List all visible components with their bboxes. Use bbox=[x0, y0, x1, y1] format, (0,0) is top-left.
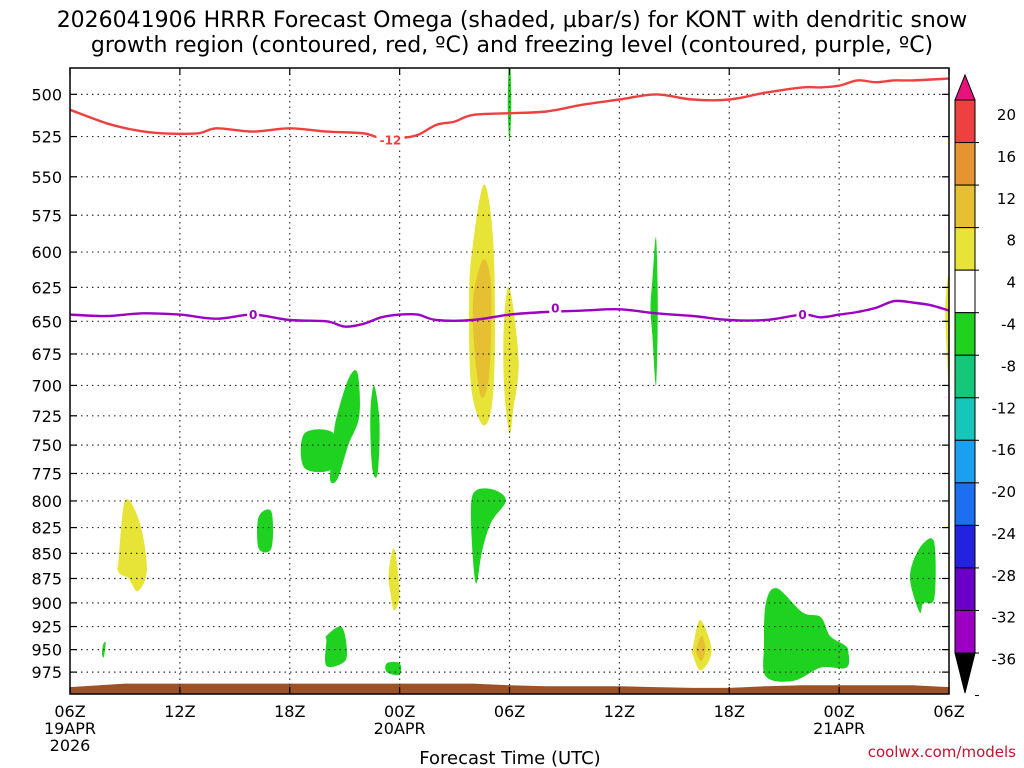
contour-label-0: -12 bbox=[380, 133, 402, 147]
contour-label-bg-0 bbox=[376, 132, 405, 147]
omega-area-13 bbox=[257, 509, 274, 553]
omega-area-2 bbox=[472, 259, 492, 398]
colorbar-label-4: 4 bbox=[1006, 274, 1016, 292]
x-tick-label-18-0: 00Z bbox=[384, 702, 415, 721]
omega-area-15 bbox=[385, 661, 402, 676]
omega-area-14 bbox=[325, 626, 348, 668]
y-tick-label-625: 625 bbox=[31, 278, 62, 297]
omega-area-0 bbox=[115, 499, 147, 592]
y-tick-label-675: 675 bbox=[31, 345, 62, 364]
plot-area: -12 0 0 0 500 525 550 575 600 625 650 675 700 725 750 7… bbox=[31, 67, 965, 755]
colorbar-box-4 bbox=[954, 269, 976, 314]
x-tick-label-42-0: 00Z bbox=[823, 702, 854, 721]
x-tick-label-18-1: 20APR bbox=[374, 719, 426, 738]
x-tick-label-0-1: 19APR bbox=[44, 719, 96, 738]
omega-area-12 bbox=[470, 488, 506, 584]
colorbar-label-9: -20 bbox=[992, 483, 1017, 501]
y-tick-label-600: 600 bbox=[31, 243, 62, 262]
x-tick-label-48-0: 06Z bbox=[933, 702, 964, 721]
omega-area-17 bbox=[650, 237, 658, 386]
y-tick-label-650: 650 bbox=[31, 312, 62, 331]
y-tick-label-575: 575 bbox=[31, 206, 62, 225]
colorbar-label-8: -16 bbox=[992, 441, 1017, 459]
y-tick-label-525: 525 bbox=[31, 128, 62, 147]
y-tick-label-725: 725 bbox=[31, 407, 62, 426]
contour-line-dgz-minus12 bbox=[70, 77, 949, 140]
colorbar-box-3 bbox=[954, 227, 976, 271]
y-tick-label-825: 825 bbox=[31, 519, 62, 538]
contour-label-bg-1 bbox=[247, 307, 260, 322]
plot-data-layer: -12 0 0 0 bbox=[70, 68, 949, 694]
colorbar-label-10: -24 bbox=[992, 525, 1017, 543]
omega-area-4 bbox=[388, 547, 400, 611]
y-tick-label-900: 900 bbox=[31, 594, 62, 613]
colorbar-arrow-top bbox=[954, 73, 976, 101]
colorbar-label-7: -12 bbox=[992, 399, 1017, 417]
y-tick-label-775: 775 bbox=[31, 464, 62, 483]
colorbar-box-6 bbox=[954, 354, 976, 399]
contour-label-1: 0 bbox=[249, 308, 257, 322]
contour-label-2: 0 bbox=[551, 301, 559, 315]
colorbar-box-7 bbox=[954, 397, 976, 441]
contour-label-3: 0 bbox=[798, 308, 806, 322]
colorbar-label-1: 16 bbox=[997, 148, 1016, 166]
colorbar-box-0 bbox=[954, 99, 976, 144]
y-tick-label-850: 850 bbox=[31, 544, 62, 563]
colorbar-label-0: 20 bbox=[997, 106, 1016, 124]
omega-area-3 bbox=[503, 286, 519, 435]
y-tick-label-975: 975 bbox=[31, 663, 62, 682]
colorbar-box-1 bbox=[954, 142, 976, 186]
y-tick-label-950: 950 bbox=[31, 641, 62, 660]
colorbar-box-5 bbox=[954, 312, 976, 356]
colorbar-box-12 bbox=[954, 609, 976, 654]
x-tick-label-30-0: 12Z bbox=[604, 702, 635, 721]
colorbar-box-11 bbox=[954, 567, 976, 611]
y-tick-label-800: 800 bbox=[31, 492, 62, 511]
chart-title-line2: growth region (contoured, red, ºC) and f… bbox=[91, 33, 933, 58]
omega-area-8 bbox=[507, 68, 512, 142]
x-tick-label-12-0: 18Z bbox=[274, 702, 305, 721]
colorbar-label-2: 12 bbox=[997, 190, 1016, 208]
colorbar-box-8 bbox=[954, 439, 976, 484]
x-tick-label-0-0: 06Z bbox=[54, 702, 85, 721]
colorbar-label-3: 8 bbox=[1006, 232, 1016, 250]
omega-area-9 bbox=[329, 370, 360, 484]
omega-area-6 bbox=[696, 635, 706, 661]
colorbar-label-12: -32 bbox=[992, 609, 1017, 627]
colorbar-label-5: -4 bbox=[1001, 315, 1016, 333]
y-tick-label-750: 750 bbox=[31, 436, 62, 455]
y-tick-label-500: 500 bbox=[31, 85, 62, 104]
omega-area-7 bbox=[945, 274, 949, 388]
contour-label-bg-3 bbox=[796, 307, 809, 322]
x-tick-label-0-2: 2026 bbox=[50, 736, 91, 755]
y-tick-label-700: 700 bbox=[31, 376, 62, 395]
y-tick-label-875: 875 bbox=[31, 569, 62, 588]
omega-area-18 bbox=[763, 588, 850, 682]
x-tick-label-6-0: 12Z bbox=[164, 702, 195, 721]
omega-area-10 bbox=[300, 429, 338, 473]
x-axis-label: Forecast Time (UTC) bbox=[419, 748, 600, 768]
omega-area-11 bbox=[370, 385, 380, 478]
x-tick-label-24-0: 06Z bbox=[494, 702, 525, 721]
colorbar-box-10 bbox=[954, 524, 976, 569]
contour-label-bg-2 bbox=[549, 300, 562, 315]
colorbar-box-9 bbox=[954, 482, 976, 526]
chart-title-line1: 2026041906 HRRR Forecast Omega (shaded, … bbox=[57, 8, 968, 33]
omega-area-19 bbox=[909, 538, 936, 614]
colorbar: 20 16 12 8 4 -4 -8 -12 -16 -20 -24 -28 -32 -36 bbox=[954, 73, 1017, 697]
x-tick-label-36-0: 18Z bbox=[714, 702, 745, 721]
colorbar-label-6: -8 bbox=[1001, 357, 1016, 375]
colorbar-label-13: -36 bbox=[992, 651, 1017, 669]
colorbar-box-2 bbox=[954, 184, 976, 229]
site-credit[interactable]: coolwx.com/models bbox=[868, 743, 1016, 761]
colorbar-arrow-bottom bbox=[954, 652, 976, 694]
y-tick-label-550: 550 bbox=[31, 168, 62, 187]
colorbar-label-11: -28 bbox=[992, 567, 1017, 585]
y-tick-label-925: 925 bbox=[31, 618, 62, 637]
x-tick-label-42-1: 21APR bbox=[813, 719, 865, 738]
